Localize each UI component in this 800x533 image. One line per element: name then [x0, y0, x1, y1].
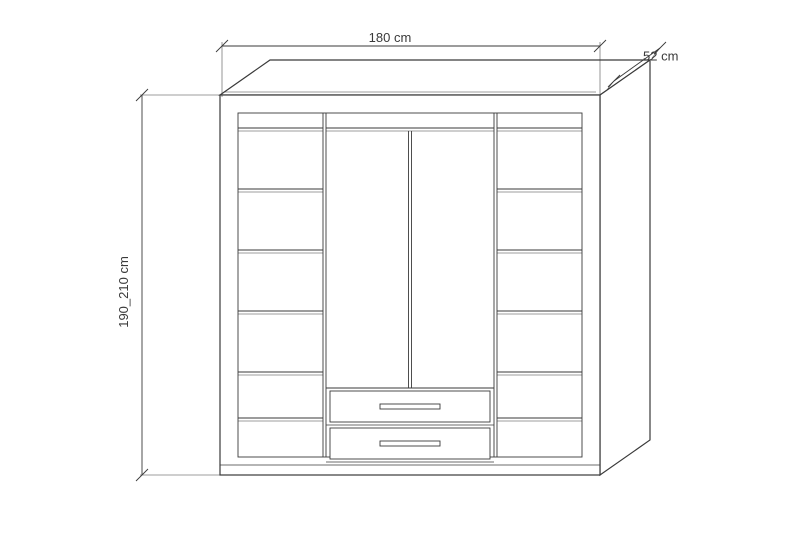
drawer-front — [330, 428, 490, 459]
dim-height-label: 190_210 cm — [116, 256, 131, 328]
top-panel — [220, 60, 650, 95]
drawer-front — [330, 391, 490, 422]
dim-width-label: 180 cm — [369, 30, 412, 45]
dim-depth-label: 52 cm — [643, 49, 678, 64]
right-side-panel — [600, 60, 650, 475]
